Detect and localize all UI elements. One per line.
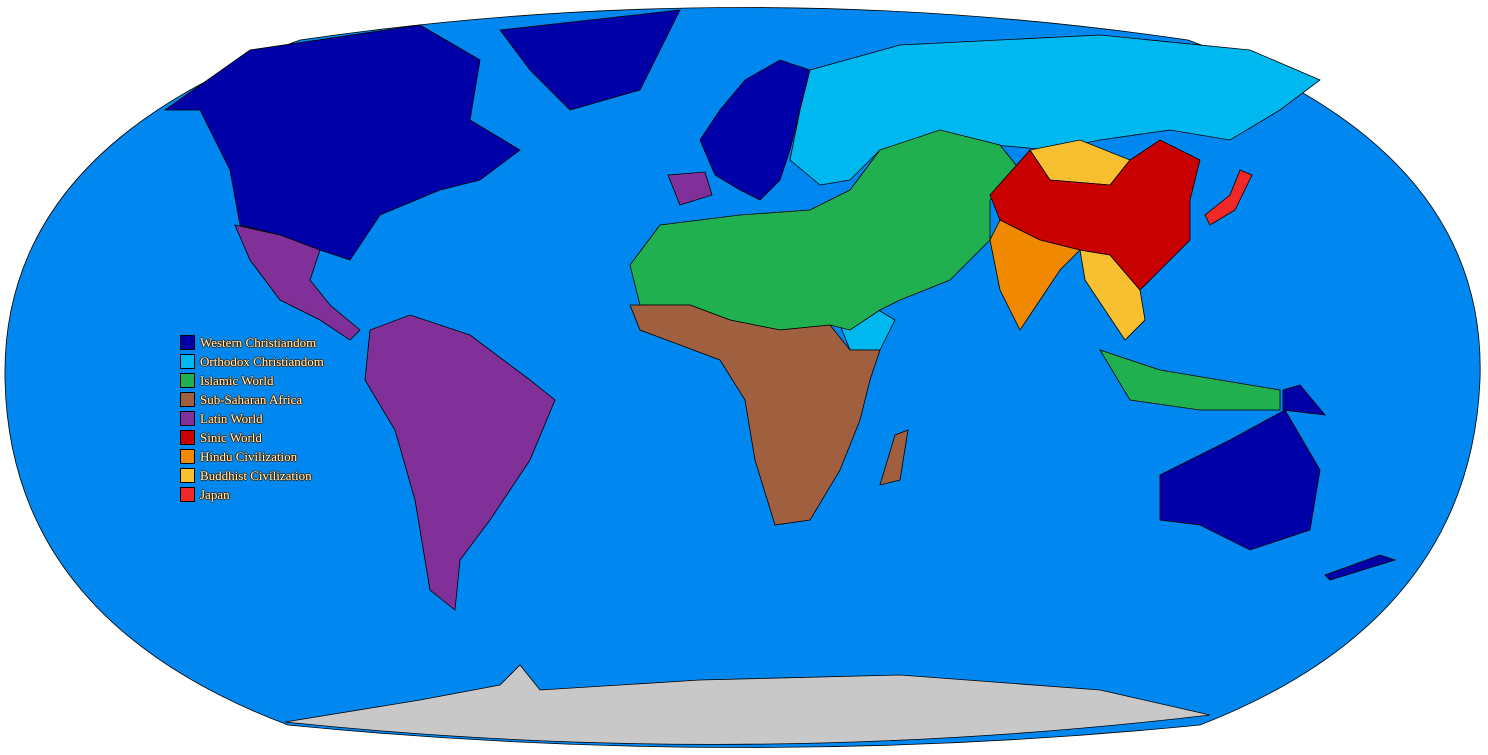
legend-label: Orthodox Christiandom: [200, 353, 324, 369]
region-sub-saharan-africa: [629, 304, 881, 526]
legend-item: Islamic World: [180, 371, 324, 390]
region-australia: [1159, 409, 1321, 551]
region-indonesia: [1099, 349, 1281, 411]
region-mexico-central-america: [234, 224, 361, 341]
legend-item: Buddhist Civilization: [180, 466, 324, 485]
region-madagascar: [879, 429, 909, 486]
legend-swatch: [180, 411, 195, 426]
legend: Western Christiandom Orthodox Christiando…: [180, 333, 324, 504]
legend-swatch: [180, 373, 195, 388]
legend-item: Japan: [180, 485, 324, 504]
legend-label: Sub-Saharan Africa: [200, 391, 303, 407]
legend-label: Latin World: [200, 410, 263, 426]
region-russia-orthodox: [789, 34, 1321, 186]
legend-item: Sub-Saharan Africa: [180, 390, 324, 409]
legend-swatch: [180, 354, 195, 369]
legend-swatch: [180, 335, 195, 350]
legend-label: Hindu Civilization: [200, 448, 298, 464]
legend-swatch: [180, 487, 195, 502]
legend-swatch: [180, 468, 195, 483]
region-greenland: [499, 9, 681, 111]
legend-label: Islamic World: [200, 372, 274, 388]
legend-swatch: [180, 430, 195, 445]
region-india: [989, 219, 1081, 331]
antarctica: [284, 664, 1211, 745]
region-europe: [699, 59, 811, 201]
legend-label: Western Christiandom: [200, 334, 317, 350]
legend-item: Orthodox Christiandom: [180, 352, 324, 371]
region-north-america: [163, 24, 521, 261]
region-new-zealand: [1324, 554, 1397, 581]
legend-swatch: [180, 449, 195, 464]
region-papua: [1282, 384, 1326, 416]
legend-label: Buddhist Civilization: [200, 467, 312, 483]
legend-label: Japan: [200, 486, 230, 502]
legend-item: Sinic World: [180, 428, 324, 447]
region-south-america: [364, 314, 556, 611]
legend-item: Hindu Civilization: [180, 447, 324, 466]
legend-swatch: [180, 392, 195, 407]
region-japan: [1204, 169, 1253, 226]
legend-item: Latin World: [180, 409, 324, 428]
legend-item: Western Christiandom: [180, 333, 324, 352]
region-iberia: [667, 171, 713, 206]
legend-label: Sinic World: [200, 429, 262, 445]
